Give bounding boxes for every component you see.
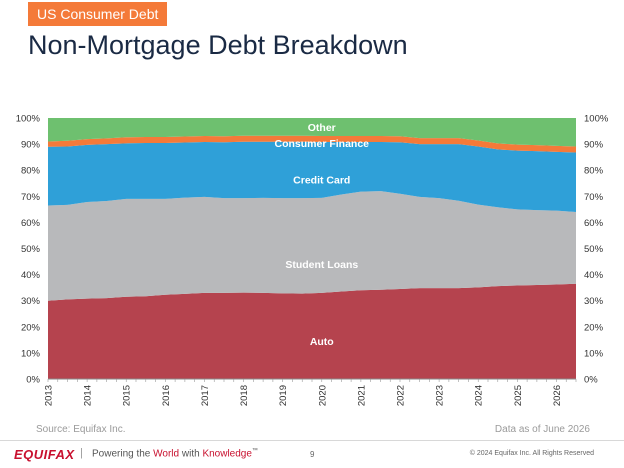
y-tick-right: 60% — [584, 218, 604, 229]
as-of-note: Data as of June 2026 — [494, 424, 590, 435]
tagline-part-4: Knowledge — [202, 448, 252, 460]
y-tick-right: 10% — [584, 348, 604, 359]
y-tick-left: 0% — [26, 375, 40, 386]
area-series-group — [48, 118, 576, 379]
x-tick-label: 2019 — [278, 385, 289, 406]
tagline-trademark: ™ — [251, 448, 258, 454]
y-tick-left: 100% — [16, 114, 41, 125]
y-tick-left: 50% — [21, 244, 41, 255]
series-label-auto: Auto — [310, 336, 334, 348]
x-tick-label: 2021 — [356, 385, 367, 406]
area-other — [48, 118, 576, 147]
y-tick-left: 10% — [21, 348, 41, 359]
tagline-part-1: Powering the — [92, 448, 154, 460]
footer-separator: | — [80, 447, 83, 459]
axes-group: 0% 10% 20% 30% 40% 50% 60% 70% 80% 90% 100% 0% 10% 20… — [16, 114, 609, 407]
x-tick-label: 2026 — [552, 385, 563, 406]
y-tick-left: 60% — [21, 218, 41, 229]
area-credit-card — [48, 141, 576, 212]
series-label-credit-card: Credit Card — [293, 174, 350, 186]
y-tick-right: 100% — [584, 114, 609, 125]
y-tick-right: 70% — [584, 192, 604, 203]
y-tick-right: 0% — [584, 375, 598, 386]
x-tick-label: 2020 — [317, 385, 328, 406]
tagline-part-3: with — [179, 448, 203, 460]
series-labels-group: Other Consumer Finance Credit Card Student … — [275, 122, 370, 348]
equifax-logo: EQUIFAX — [14, 447, 75, 462]
y-tick-right: 20% — [584, 322, 604, 333]
y-tick-right: 90% — [584, 140, 604, 151]
y-tick-left: 90% — [21, 140, 41, 151]
y-tick-right: 50% — [584, 244, 604, 255]
series-label-student-loans: Student Loans — [285, 259, 358, 271]
y-tick-left: 20% — [21, 322, 41, 333]
y-tick-left: 80% — [21, 166, 41, 177]
source-note: Source: Equifax Inc. — [36, 424, 126, 435]
x-tick-label: 2013 — [44, 385, 55, 406]
area-consumer-finance — [48, 135, 576, 153]
x-tick-label: 2018 — [239, 385, 250, 406]
y-tick-left: 40% — [21, 270, 41, 281]
x-tick-label: 2015 — [122, 385, 133, 406]
y-tick-right: 80% — [584, 166, 604, 177]
tagline: Powering the World with Knowledge™ — [92, 448, 258, 459]
x-tick-label: 2017 — [200, 385, 211, 406]
x-tick-label: 2022 — [396, 385, 407, 406]
y-tick-right: 40% — [584, 270, 604, 281]
x-tick-label: 2023 — [435, 385, 446, 406]
footer-divider — [0, 440, 624, 441]
x-tick-label: 2024 — [474, 385, 485, 406]
tagline-part-2: World — [153, 448, 180, 460]
x-tick-label: 2014 — [83, 385, 94, 406]
section-tag: US Consumer Debt — [28, 2, 168, 26]
area-student-loans — [48, 191, 576, 301]
y-tick-left: 70% — [21, 192, 41, 203]
page-number: 9 — [310, 450, 315, 459]
copyright: © 2024 Equifax Inc. All Rights Reserved — [469, 450, 594, 457]
series-label-other: Other — [308, 122, 336, 134]
page-title: Non-Mortgage Debt Breakdown — [28, 30, 408, 60]
area-auto — [48, 283, 576, 379]
y-tick-left: 30% — [21, 296, 41, 307]
x-tick-label: 2025 — [513, 385, 524, 406]
series-label-consumer-finance: Consumer Finance — [275, 138, 370, 150]
x-tick-label: 2016 — [161, 385, 172, 406]
y-tick-right: 30% — [584, 296, 604, 307]
